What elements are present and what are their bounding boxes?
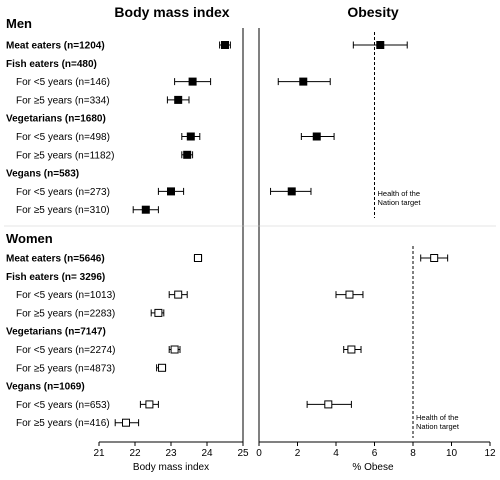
row-label-subgroup: For ≥5 years (n=416)	[16, 418, 110, 429]
row-label-subgroup: For <5 years (n=146)	[16, 77, 110, 88]
row-label-diet-group: Vegetarians (n=1680)	[6, 114, 106, 125]
bmi-estimate-row	[219, 41, 231, 49]
bmi-point-marker	[186, 132, 195, 141]
bmi-point-marker	[158, 363, 166, 372]
bmi-x-tick-label: 21	[93, 448, 105, 459]
bmi-estimate-row	[139, 400, 159, 409]
row-label-subgroup: For ≥5 years (n=2283)	[16, 308, 115, 319]
reference-annotation-line-2: Nation target	[378, 198, 422, 207]
row-label-subgroup: For <5 years (n=653)	[16, 400, 110, 411]
obesity-point-marker	[299, 77, 308, 86]
row-label-subgroup: For <5 years (n=1013)	[16, 290, 116, 301]
reference-annotation-line-1: Health of the	[378, 189, 421, 198]
obesity-x-tick-label: 10	[446, 448, 458, 459]
row-label-diet-group: Fish eaters (n=480)	[6, 59, 97, 70]
obesity-point-marker	[376, 41, 385, 49]
bmi-point-marker	[174, 290, 183, 299]
obesity-estimate-row	[300, 132, 335, 141]
bmi-x-tick-label: 24	[201, 448, 213, 459]
group-title-women: Women	[6, 231, 53, 246]
obesity-estimate-row	[352, 41, 408, 49]
bmi-x-tick-label: 23	[165, 448, 177, 459]
group-women: Women Meat eaters (n=5646) Fish eaters (n=…	[6, 231, 460, 438]
reference-annotation-line-1: Health of the	[416, 413, 459, 422]
bmi-point-marker	[154, 308, 163, 317]
obesity-x-axis-label: % Obese	[352, 462, 394, 473]
obesity-x-tick-label: 12	[484, 448, 496, 459]
bmi-panel-title: Body mass index	[114, 4, 229, 20]
bmi-estimate-row	[157, 187, 185, 196]
bmi-estimate-row	[114, 418, 140, 427]
obesity-x-tick-label: 4	[333, 448, 339, 459]
group-title-men: Men	[6, 16, 32, 31]
row-label-subgroup: For <5 years (n=2274)	[16, 345, 116, 356]
row-label-diet-group: Fish eaters (n= 3296)	[6, 272, 105, 283]
row-label-subgroup: For <5 years (n=498)	[16, 132, 110, 143]
group-men: Men Meat eaters (n=1204) Fish eaters (n=48…	[6, 16, 421, 218]
bmi-point-marker	[188, 77, 197, 86]
row-label-diet-group: Meat eaters (n=1204)	[6, 41, 105, 52]
obesity-estimate-row	[335, 290, 364, 299]
bmi-estimate-row	[132, 205, 159, 214]
obesity-x-tick-label: 0	[256, 448, 262, 459]
bmi-estimate-row	[174, 77, 212, 86]
obesity-point-marker	[287, 187, 296, 196]
row-label-subgroup: For ≥5 years (n=334)	[16, 95, 110, 106]
bmi-x-tick-label: 22	[129, 448, 141, 459]
row-label-subgroup: For ≥5 years (n=1182)	[16, 150, 114, 161]
row-label-subgroup: For <5 years (n=273)	[16, 187, 110, 198]
bmi-point-marker	[167, 187, 175, 196]
bmi-estimate-row	[166, 95, 190, 104]
obesity-point-marker	[312, 132, 321, 141]
bmi-estimate-row	[193, 254, 203, 262]
obesity-point-marker	[347, 345, 356, 354]
obesity-point-marker	[324, 400, 333, 409]
obesity-estimate-row	[270, 187, 312, 196]
obesity-estimate-row	[420, 254, 449, 262]
row-label-diet-group: Vegetarians (n=7147)	[6, 327, 106, 338]
bmi-point-marker	[141, 205, 150, 214]
obesity-panel-title: Obesity	[347, 4, 399, 20]
bmi-point-marker	[145, 400, 154, 409]
bmi-estimate-row	[168, 290, 188, 299]
bmi-estimate-row	[156, 363, 167, 372]
obesity-estimate-row	[343, 345, 362, 354]
row-label-subgroup: For ≥5 years (n=310)	[16, 205, 110, 216]
bmi-point-marker	[194, 254, 202, 262]
bmi-estimate-row	[150, 308, 165, 317]
rows-layer: Men Meat eaters (n=1204) Fish eaters (n=48…	[6, 16, 460, 438]
obesity-x-tick-label: 2	[295, 448, 301, 459]
obesity-point-marker	[345, 290, 354, 299]
bmi-estimate-row	[181, 150, 194, 159]
reference-annotation-line-2: Nation target	[416, 422, 460, 431]
row-label-diet-group: Meat eaters (n=5646)	[6, 254, 105, 265]
bmi-estimate-row	[181, 132, 201, 141]
bmi-point-marker	[122, 418, 130, 427]
obesity-estimate-row	[277, 77, 331, 86]
obesity-x-tick-label: 8	[410, 448, 416, 459]
bmi-estimate-row	[168, 345, 181, 354]
bmi-point-marker	[221, 41, 229, 49]
row-label-diet-group: Vegans (n=1069)	[6, 382, 85, 393]
bmi-point-marker	[170, 345, 179, 354]
obesity-point-marker	[430, 254, 439, 262]
row-label-diet-group: Vegans (n=583)	[6, 169, 79, 180]
bmi-point-marker	[174, 95, 183, 104]
obesity-x-tick-label: 6	[372, 448, 378, 459]
obesity-estimate-row	[306, 400, 352, 409]
bmi-point-marker	[183, 150, 192, 159]
bmi-x-tick-label: 25	[237, 448, 249, 459]
row-label-subgroup: For ≥5 years (n=4873)	[16, 363, 115, 374]
bmi-x-axis-label: Body mass index	[133, 462, 209, 473]
axes-layer: 21 22 23 24 25 0 2 4 6 8 10 12	[4, 28, 496, 459]
